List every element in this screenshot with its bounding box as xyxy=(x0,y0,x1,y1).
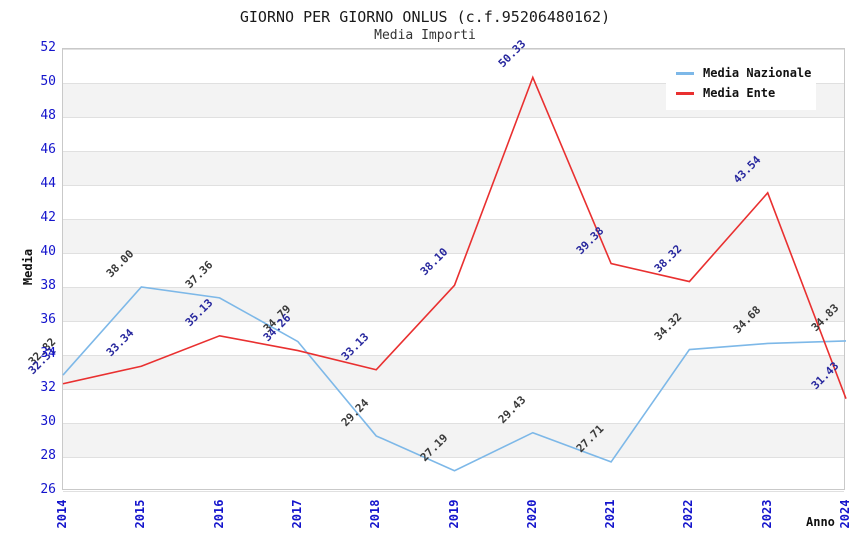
gridline xyxy=(63,253,844,254)
x-tick: 2019 xyxy=(446,499,461,529)
gridline xyxy=(63,117,844,118)
band xyxy=(63,287,844,321)
gridline xyxy=(63,219,844,220)
legend-marker-media-ente xyxy=(676,91,694,95)
band xyxy=(63,355,844,389)
y-tick: 30 xyxy=(40,414,56,429)
x-tick: 2023 xyxy=(759,499,774,529)
x-tick: 2016 xyxy=(211,499,226,529)
y-tick: 44 xyxy=(40,176,56,191)
chart-subtitle: Media Importi xyxy=(374,28,476,43)
y-tick: 50 xyxy=(40,74,56,89)
band xyxy=(63,219,844,253)
y-tick: 36 xyxy=(40,312,56,327)
x-axis-label: Anno xyxy=(806,515,835,529)
x-tick: 2022 xyxy=(681,499,696,529)
y-tick: 32 xyxy=(40,380,56,395)
y-tick: 52 xyxy=(40,40,56,55)
legend-item-media-nazionale: Media Nazionale xyxy=(676,63,811,83)
legend-label-media-ente: Media Ente xyxy=(703,86,776,100)
gridline xyxy=(63,321,844,322)
gridline xyxy=(63,49,844,50)
line-media-nazionale xyxy=(62,286,847,472)
gridline xyxy=(63,423,844,424)
x-tick: 2020 xyxy=(524,499,539,529)
gridline xyxy=(63,389,844,390)
x-tick: 2021 xyxy=(603,499,618,529)
y-tick: 34 xyxy=(40,346,56,361)
x-tick: 2017 xyxy=(289,499,304,529)
gridline xyxy=(63,491,844,492)
y-tick: 38 xyxy=(40,278,56,293)
legend: Media Nazionale Media Ente xyxy=(666,56,816,110)
y-tick: 28 xyxy=(40,448,56,463)
gridline xyxy=(63,83,844,84)
x-tick: 2015 xyxy=(133,499,148,529)
series-lines xyxy=(62,75,847,472)
legend-label-media-nazionale: Media Nazionale xyxy=(703,66,812,80)
y-tick: 26 xyxy=(40,482,56,497)
plot-area: 32.82 38.00 37.36 34.79 29.24 27.19 29.43 27.71… xyxy=(26,38,847,492)
legend-item-media-ente: Media Ente xyxy=(676,83,806,103)
x-tick: 2014 xyxy=(55,499,69,529)
x-tick: 2024 xyxy=(838,499,850,529)
y-tick: 42 xyxy=(40,210,56,225)
line-media-ente xyxy=(62,75,847,399)
y-tick: 46 xyxy=(40,142,56,157)
legend-marker-media-nazionale xyxy=(676,71,694,75)
chart-title: GIORNO PER GIORNO ONLUS (c.f.95206480162… xyxy=(239,8,611,26)
x-tick: 2018 xyxy=(368,499,383,529)
y-tick: 40 xyxy=(40,244,56,259)
gridline xyxy=(63,355,844,356)
band xyxy=(63,151,844,185)
band xyxy=(63,423,844,457)
gridline xyxy=(63,185,844,186)
gridline xyxy=(63,151,844,152)
y-tick: 48 xyxy=(40,108,56,123)
gridline xyxy=(63,457,844,458)
